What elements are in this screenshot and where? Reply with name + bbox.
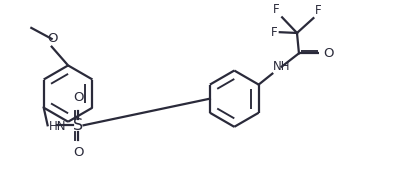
Text: O: O [72, 91, 83, 104]
Text: O: O [47, 32, 57, 45]
Text: F: F [270, 26, 277, 39]
Text: NH: NH [273, 60, 290, 73]
Text: O: O [72, 146, 83, 159]
Text: HN: HN [49, 120, 66, 133]
Text: F: F [272, 3, 279, 16]
Text: S: S [73, 118, 83, 133]
Text: F: F [315, 3, 321, 16]
Text: O: O [322, 47, 333, 60]
